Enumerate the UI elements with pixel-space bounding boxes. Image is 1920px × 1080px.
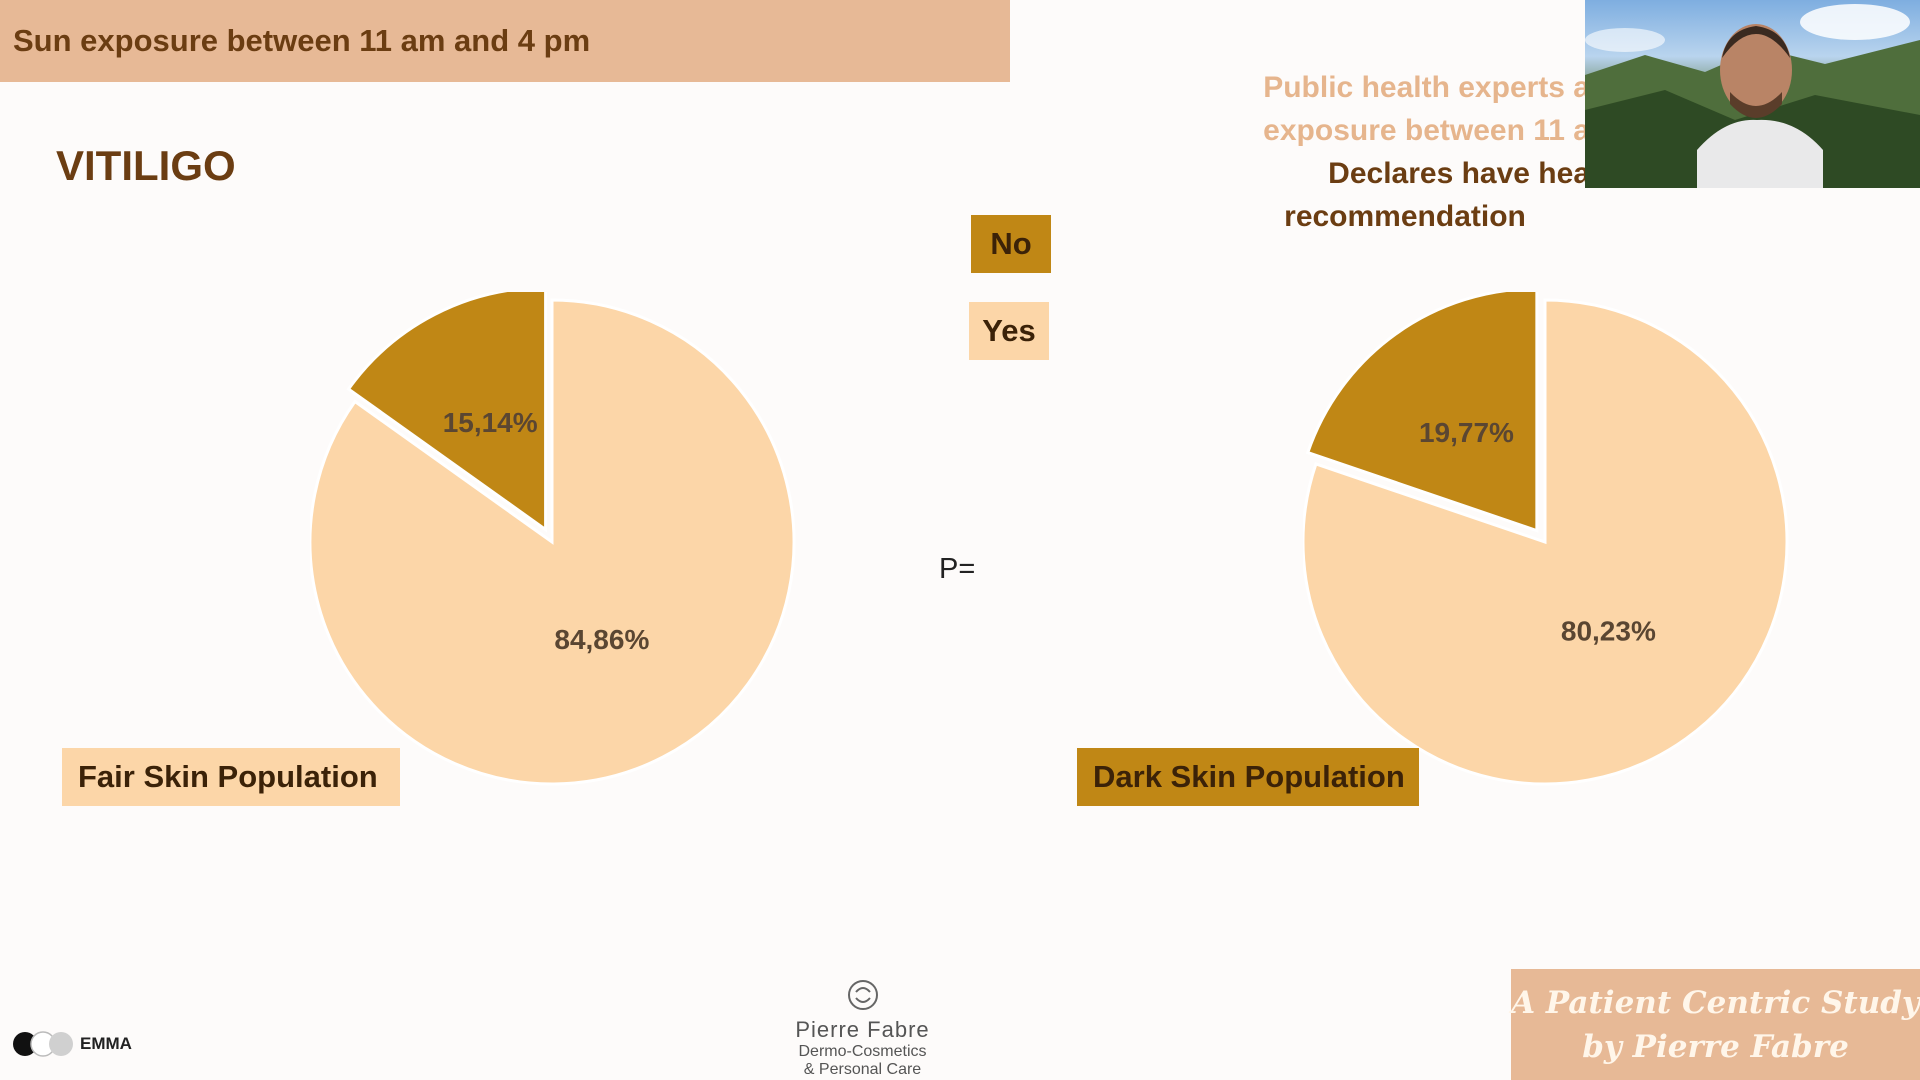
emma-logo: EMMA: [12, 1030, 132, 1058]
pie-dark-label-yes: 80,23%: [1561, 616, 1656, 647]
pierre-fabre-emblem-icon: [847, 980, 878, 1010]
expert-text-line-2: exposure between 11 a: [1263, 114, 1590, 147]
pierre-fabre-sub-1: Dermo-Cosmetics: [798, 1043, 927, 1060]
study-line-2: by Pierre Fabre: [1582, 1028, 1849, 1065]
pie-dark-slice-yes: [1303, 298, 1789, 786]
pie-dark-label-no: 19,77%: [1419, 417, 1514, 448]
emma-circles-icon: [13, 1031, 73, 1057]
section-title: VITILIGO: [56, 142, 236, 189]
study-line-1: A Patient Centric Study: [1511, 984, 1920, 1021]
dark-skin-population-label: Dark Skin Population: [1077, 748, 1419, 806]
pierre-fabre-sub-2: & Personal Care: [803, 1061, 922, 1078]
pie-chart-dark: 19,77% 80,23%: [1303, 292, 1789, 786]
p-value-label: P=: [939, 553, 976, 585]
pie-fair-slice-no: [346, 292, 548, 533]
pie-dark-slice-no: [1305, 292, 1539, 533]
pie-fair-label-no: 15,14%: [443, 407, 538, 438]
legend-yes: Yes: [969, 302, 1049, 360]
expert-text-line-1: Public health experts a: [1263, 71, 1590, 104]
patient-centric-study-box: A Patient Centric Study by Pierre Fabre: [1511, 969, 1920, 1080]
expert-text-line-4: recommendation: [1284, 200, 1526, 233]
presenter-video-image: [1585, 4, 1920, 188]
pie-chart-fair: 15,14% 84,86%: [310, 292, 796, 786]
expert-text-line-3: Declares have hea: [1328, 157, 1590, 190]
pierre-fabre-logo: Pierre Fabre Dermo-Cosmetics & Personal …: [760, 978, 965, 1079]
banner-title: Sun exposure between 11 am and 4 pm: [13, 23, 591, 58]
pie-fair-slice-yes: [310, 298, 796, 786]
presenter-video-thumbnail: [1585, 0, 1920, 188]
emma-logo-text: EMMA: [80, 1034, 132, 1053]
pierre-fabre-name: Pierre Fabre: [795, 1017, 930, 1042]
fair-skin-population-label: Fair Skin Population: [62, 748, 400, 806]
legend-no: No: [971, 215, 1051, 273]
top-banner: Sun exposure between 11 am and 4 pm: [0, 0, 1010, 82]
pie-fair-label-yes: 84,86%: [554, 624, 649, 655]
